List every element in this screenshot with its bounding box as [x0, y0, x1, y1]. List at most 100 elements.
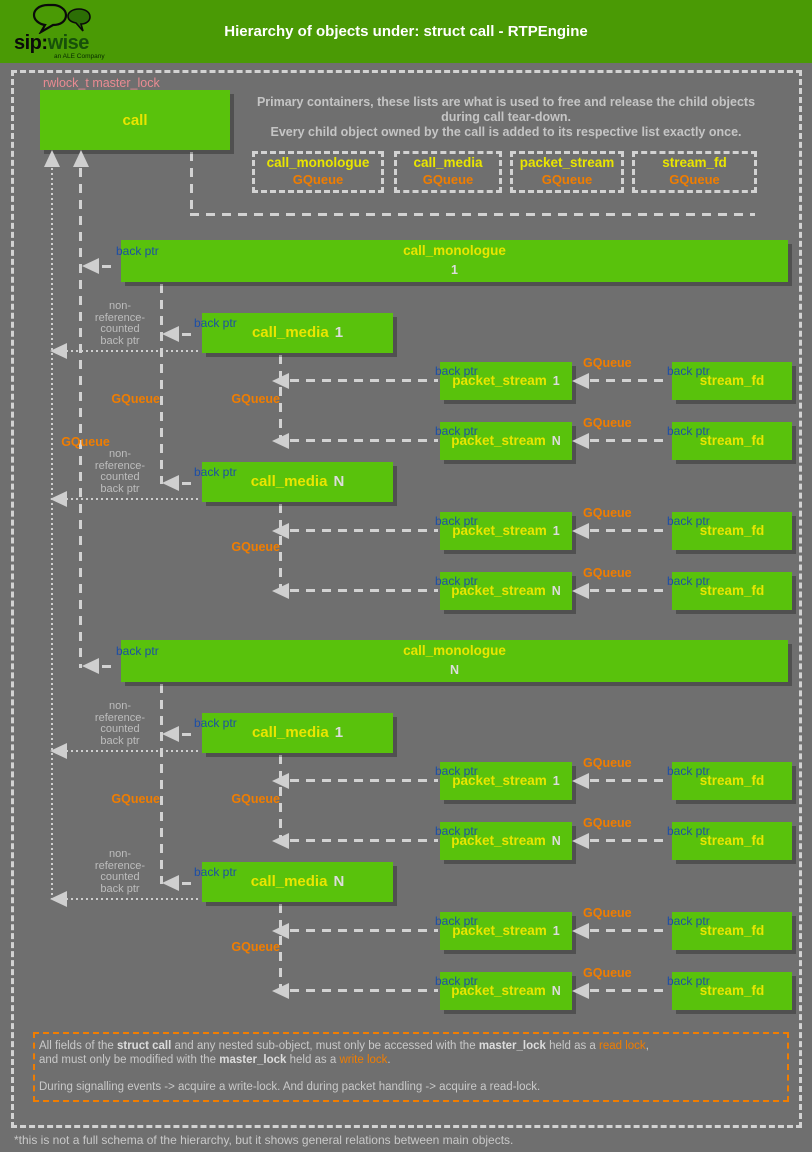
- lock-note-text: During signalling events -> acquire a wr…: [39, 1080, 541, 1093]
- logo-sip-text: sip:: [14, 32, 48, 54]
- call-media-box: call_media 1: [202, 313, 393, 353]
- stream-fd-box: stream_fd: [672, 362, 792, 400]
- packet-stream-box: packet_stream N: [440, 822, 572, 860]
- media-sub: 1: [334, 323, 344, 341]
- speech-bubbles-icon: [32, 3, 91, 34]
- gqueue-label: GQueue: [583, 566, 632, 580]
- non-ref-line: back ptr: [100, 482, 140, 495]
- non-ref-line: back ptr: [100, 734, 140, 747]
- call-monologue-box: call_monologue N: [121, 640, 788, 682]
- back-ptr-dash: [182, 733, 196, 736]
- arrow-left-icon: [162, 875, 179, 891]
- media-name: call_media: [251, 323, 329, 341]
- non-ref-back-ptr-label: non-reference-counted back ptr: [80, 300, 160, 347]
- stream-fd-label: stream_fd: [700, 372, 765, 391]
- monologue-sub: 1: [451, 263, 458, 277]
- logo-tagline: an ALE Company: [54, 53, 105, 60]
- media-name: call_media: [250, 872, 328, 890]
- queue-list-type: GQueue: [292, 172, 344, 188]
- non-ref-back-ptr-label: non-reference-counted back ptr: [80, 700, 160, 747]
- call-media-box: call_media N: [202, 462, 393, 502]
- packet-stream-sub: N: [551, 433, 561, 448]
- non-ref-dotted-line: [66, 350, 201, 352]
- back-ptr-label: back ptr: [435, 914, 478, 928]
- queue-list-type: GQueue: [422, 172, 474, 188]
- lock-note-text: write lock: [339, 1053, 388, 1066]
- arrow-up-icon: [44, 150, 60, 167]
- lock-note-text: All fields of the: [39, 1040, 117, 1052]
- stream-fd-label: stream_fd: [700, 582, 765, 601]
- primary-note-line: Every child object owned by the call is …: [270, 125, 742, 139]
- arrow-left-icon: [50, 891, 67, 907]
- queue-list-box: stream_fd GQueue: [632, 151, 757, 193]
- gqueue-dash: [590, 779, 670, 782]
- stream-fd-label: stream_fd: [700, 522, 765, 541]
- back-ptr-label: back ptr: [667, 974, 710, 988]
- stream-fd-name: stream_fd: [699, 922, 765, 938]
- packet-stream-sub: N: [551, 833, 561, 848]
- back-ptr-label: back ptr: [116, 644, 159, 658]
- stream-fd-name: stream_fd: [699, 432, 765, 448]
- queue-list-connector: [190, 152, 193, 214]
- arrow-left-icon: [162, 326, 179, 342]
- packet-stream-box: packet_stream N: [440, 422, 572, 460]
- stream-fd-box: stream_fd: [672, 912, 792, 950]
- back-ptr-label: back ptr: [194, 465, 237, 479]
- back-ptr-label: back ptr: [667, 364, 710, 378]
- media-label: call_media 1: [252, 324, 343, 343]
- packet-stream-box: packet_stream 1: [440, 762, 572, 800]
- non-ref-back-ptr-trunk: [51, 168, 53, 899]
- arrow-left-icon: [272, 583, 289, 599]
- back-ptr-label: back ptr: [435, 824, 478, 838]
- non-ref-line: back ptr: [100, 334, 140, 347]
- non-ref-line: counted: [100, 471, 140, 483]
- gqueue-label: GQueue: [583, 966, 632, 980]
- monologue-name-line: call_monologue: [403, 242, 506, 261]
- call-monologue-box: call_monologue 1: [121, 240, 788, 282]
- non-ref-line: counted: [100, 723, 140, 735]
- gqueue-dash: [290, 379, 438, 382]
- gqueue-dash: [290, 929, 438, 932]
- lock-note-text: and must only be modified with the: [39, 1053, 220, 1066]
- media-label: call_media 1: [252, 724, 343, 743]
- logo-wordmark: sip:wise: [14, 32, 89, 55]
- non-ref-line: non-: [108, 300, 132, 312]
- back-ptr-label: back ptr: [435, 764, 478, 778]
- back-ptr-label: back ptr: [667, 824, 710, 838]
- queue-list-type: GQueue: [541, 172, 593, 188]
- back-ptr-label: back ptr: [435, 364, 478, 378]
- gqueue-dash: [590, 529, 670, 532]
- media-label: call_media N: [251, 873, 345, 892]
- gqueue-label: GQueue: [583, 356, 632, 370]
- gqueue-label: GQueue: [583, 906, 632, 920]
- gqueue-label: GQueue: [583, 506, 632, 520]
- gqueue-label: GQueue: [583, 816, 632, 830]
- packet-stream-name: packet_stream: [451, 432, 546, 448]
- lock-note-text: read lock: [599, 1040, 646, 1052]
- stream-fd-name: stream_fd: [699, 522, 765, 538]
- non-ref-line: non-: [108, 700, 132, 712]
- monologue-name-line: call_monologue: [403, 642, 506, 661]
- queue-list-box: call_media GQueue: [394, 151, 502, 193]
- lock-note-text: struct call: [116, 1040, 172, 1052]
- call-media-box: call_media N: [202, 862, 393, 902]
- back-ptr-dash: [102, 265, 116, 268]
- back-ptr-dash: [182, 482, 196, 485]
- gqueue-trunk: [279, 355, 282, 442]
- lock-note-text: held as a: [286, 1053, 340, 1066]
- packet-stream-sub: 1: [552, 923, 560, 938]
- monologue-name: call_monologue: [403, 643, 506, 659]
- gqueue-label: GQueue: [583, 416, 632, 430]
- back-ptr-label: back ptr: [194, 716, 237, 730]
- stream-fd-label: stream_fd: [700, 772, 765, 791]
- stream-fd-label: stream_fd: [700, 832, 765, 851]
- back-ptr-label: back ptr: [435, 424, 478, 438]
- arrow-up-icon: [73, 150, 89, 167]
- lock-note-line: All fields of the struct call and any ne…: [39, 1040, 783, 1054]
- packet-stream-label: packet_stream N: [451, 582, 561, 601]
- queue-list-box: call_monologue GQueue: [252, 151, 384, 193]
- media-name: call_media: [251, 723, 329, 741]
- queue-list-name: call_monologue: [266, 155, 370, 171]
- stream-fd-name: stream_fd: [699, 772, 765, 788]
